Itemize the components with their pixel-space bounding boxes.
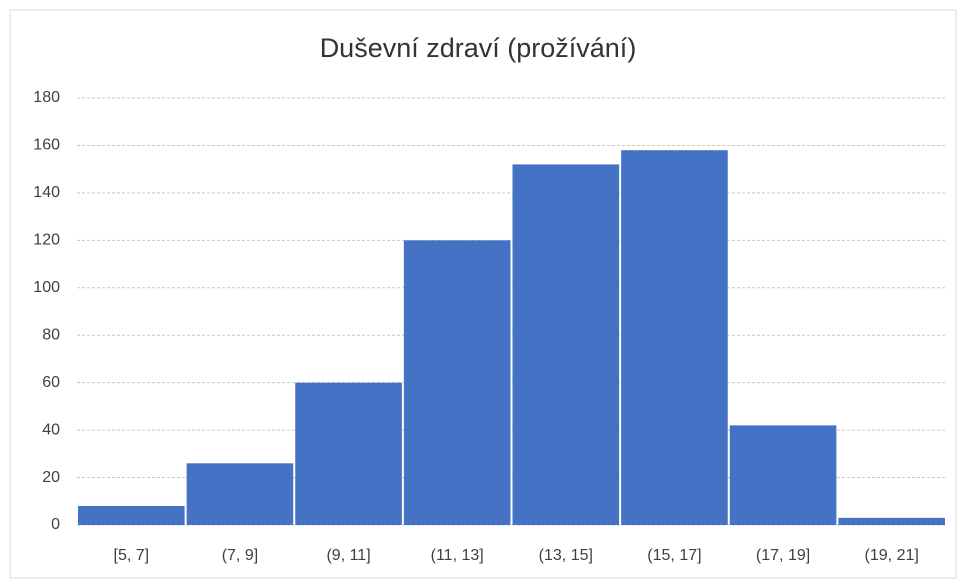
x-tick-label: (15, 17] [647,547,701,564]
x-tick-label: (19, 21] [865,547,919,564]
y-tick-label: 160 [33,137,60,154]
y-tick-label: 180 [33,89,60,106]
bar [838,517,945,525]
y-tick-label: 40 [42,421,60,438]
x-tick-label: (17, 19] [756,547,810,564]
y-tick-label: 20 [42,469,60,486]
x-tick-label: (11, 13] [431,547,484,564]
y-tick-label: 0 [51,516,60,533]
y-tick-label: 60 [42,374,60,391]
chart-title: Duševní zdraví (prožívání) [320,33,637,63]
x-tick-label: (9, 11] [326,547,370,564]
y-tick-label: 80 [42,326,60,343]
y-tick-label: 140 [33,184,60,201]
bar [186,463,294,525]
bar [403,240,511,526]
bar [621,150,728,525]
y-tick-label: 100 [33,279,60,296]
x-tick-label: [5, 7] [114,547,150,564]
bar [78,506,185,525]
y-tick-label: 120 [33,232,60,249]
bar [512,164,620,525]
x-tick-label: (13, 15] [539,547,593,564]
bar [295,382,402,525]
bar [729,425,837,525]
x-tick-label: (7, 9] [222,547,258,564]
